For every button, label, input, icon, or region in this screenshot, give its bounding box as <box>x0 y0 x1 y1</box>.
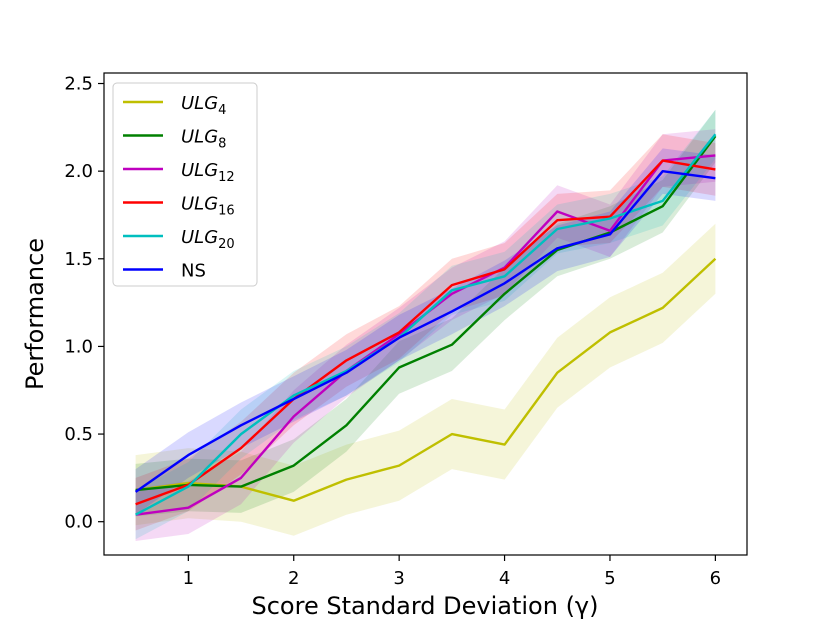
y-axis-ticks: 0.0 0.5 1.0 1.5 2.0 2.5 <box>64 74 104 533</box>
legend-label: ULG16 <box>181 194 235 219</box>
series-line-ulg20 <box>135 133 717 516</box>
legend-item: ULG12 <box>123 160 235 185</box>
y-tick-label: 0.5 <box>64 424 93 445</box>
series-line-ns <box>134 170 716 493</box>
legend-item: ULG4 <box>123 93 226 118</box>
y-tick-label: 1.5 <box>64 249 93 270</box>
x-tick-label: 1 <box>183 568 194 589</box>
x-tick-label: 4 <box>499 568 510 589</box>
series-lines <box>134 133 717 516</box>
band-ns <box>135 148 716 515</box>
legend-item: ULG20 <box>123 227 235 252</box>
legend-label: NS <box>181 261 206 282</box>
legend-label: ULG4 <box>181 93 226 118</box>
x-tick-label: 5 <box>604 568 615 589</box>
series-line-ulg16 <box>135 159 716 506</box>
legend-label: ULG8 <box>181 127 226 152</box>
x-tick-label: 6 <box>710 568 721 589</box>
legend-item: NS <box>123 261 206 282</box>
x-tick-label: 3 <box>393 568 404 589</box>
y-tick-label: 2.5 <box>64 74 93 95</box>
y-tick-label: 0.0 <box>64 512 93 533</box>
legend: ULG4 ULG8 ULG12 ULG16 ULG20 NS <box>112 82 258 287</box>
x-axis-label: Score Standard Deviation (γ) <box>251 592 598 620</box>
y-tick-label: 2.0 <box>64 161 93 182</box>
legend-label: ULG12 <box>181 160 235 185</box>
x-tick-label: 2 <box>288 568 299 589</box>
legend-item: ULG8 <box>123 127 226 152</box>
series-line-ulg8 <box>135 135 717 492</box>
legend-item: ULG16 <box>123 194 235 219</box>
band-ulg8 <box>135 109 716 517</box>
plot-frame <box>103 72 748 556</box>
legend-label: ULG20 <box>181 227 235 252</box>
y-axis-label: Performance <box>21 238 49 390</box>
x-axis-ticks: 1 2 3 4 5 6 <box>183 555 721 589</box>
y-tick-label: 1.0 <box>64 336 93 357</box>
band-ulg12 <box>135 129 716 541</box>
